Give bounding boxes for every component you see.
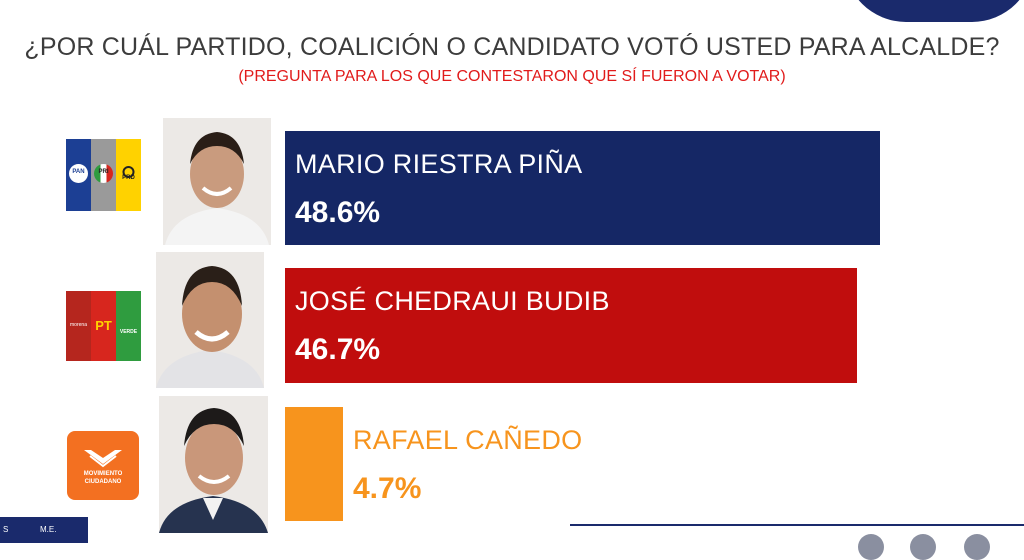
eagle-icon [84, 450, 122, 468]
movimiento-ciudadano-logo: MOVIMIENTO CIUDADANO [67, 431, 139, 500]
candidate-photo-mario-riestra [163, 118, 271, 245]
prd-emblem-icon: PRD [119, 164, 138, 183]
bar-label-rafael-canedo: RAFAEL CAÑEDO [353, 425, 583, 455]
pri-emblem-icon: PRI [94, 164, 113, 183]
bar-value-mario-riestra: 48.6% [295, 196, 381, 229]
bar-jose-chedraui [285, 268, 857, 383]
bar-label-jose-chedraui: JOSÉ CHEDRAUI BUDIB [295, 286, 610, 316]
bar-mario-riestra [285, 131, 880, 245]
footer-divider [570, 524, 1024, 526]
pan-emblem-icon: PAN [69, 164, 88, 183]
pt-label: PT [95, 318, 112, 333]
footer-dot [910, 534, 936, 560]
bar-label-mario-riestra: MARIO RIESTRA PIÑA [295, 149, 583, 179]
chart-subtitle: (PREGUNTA PARA LOS QUE CONTESTARON QUE S… [238, 68, 786, 85]
morena-pt-verde-coalition-logo: morena PT VERDE [66, 291, 141, 361]
footer-tag: S M.E. [0, 517, 88, 543]
candidate-photo-rafael-canedo [159, 396, 268, 533]
footer-dot [858, 534, 884, 560]
corner-decoration [844, 0, 1024, 22]
bar-value-rafael-canedo: 4.7% [353, 472, 422, 505]
candidate-photo-jose-chedraui [156, 252, 264, 388]
footer-dot [964, 534, 990, 560]
verde-label: VERDE [119, 329, 138, 335]
pan-pri-prd-coalition-logo: PAN PRI PRD [66, 139, 141, 211]
chart-title: ¿POR CUÁL PARTIDO, COALICIÓN O CANDIDATO… [24, 33, 1000, 61]
bar-rafael-canedo [285, 407, 343, 521]
bar-value-jose-chedraui: 46.7% [295, 333, 381, 366]
morena-label: morena [70, 322, 87, 328]
bar-chart: MARIO RIESTRA PIÑA 48.6% JOSÉ CHEDRAUI BUD… [285, 131, 880, 521]
